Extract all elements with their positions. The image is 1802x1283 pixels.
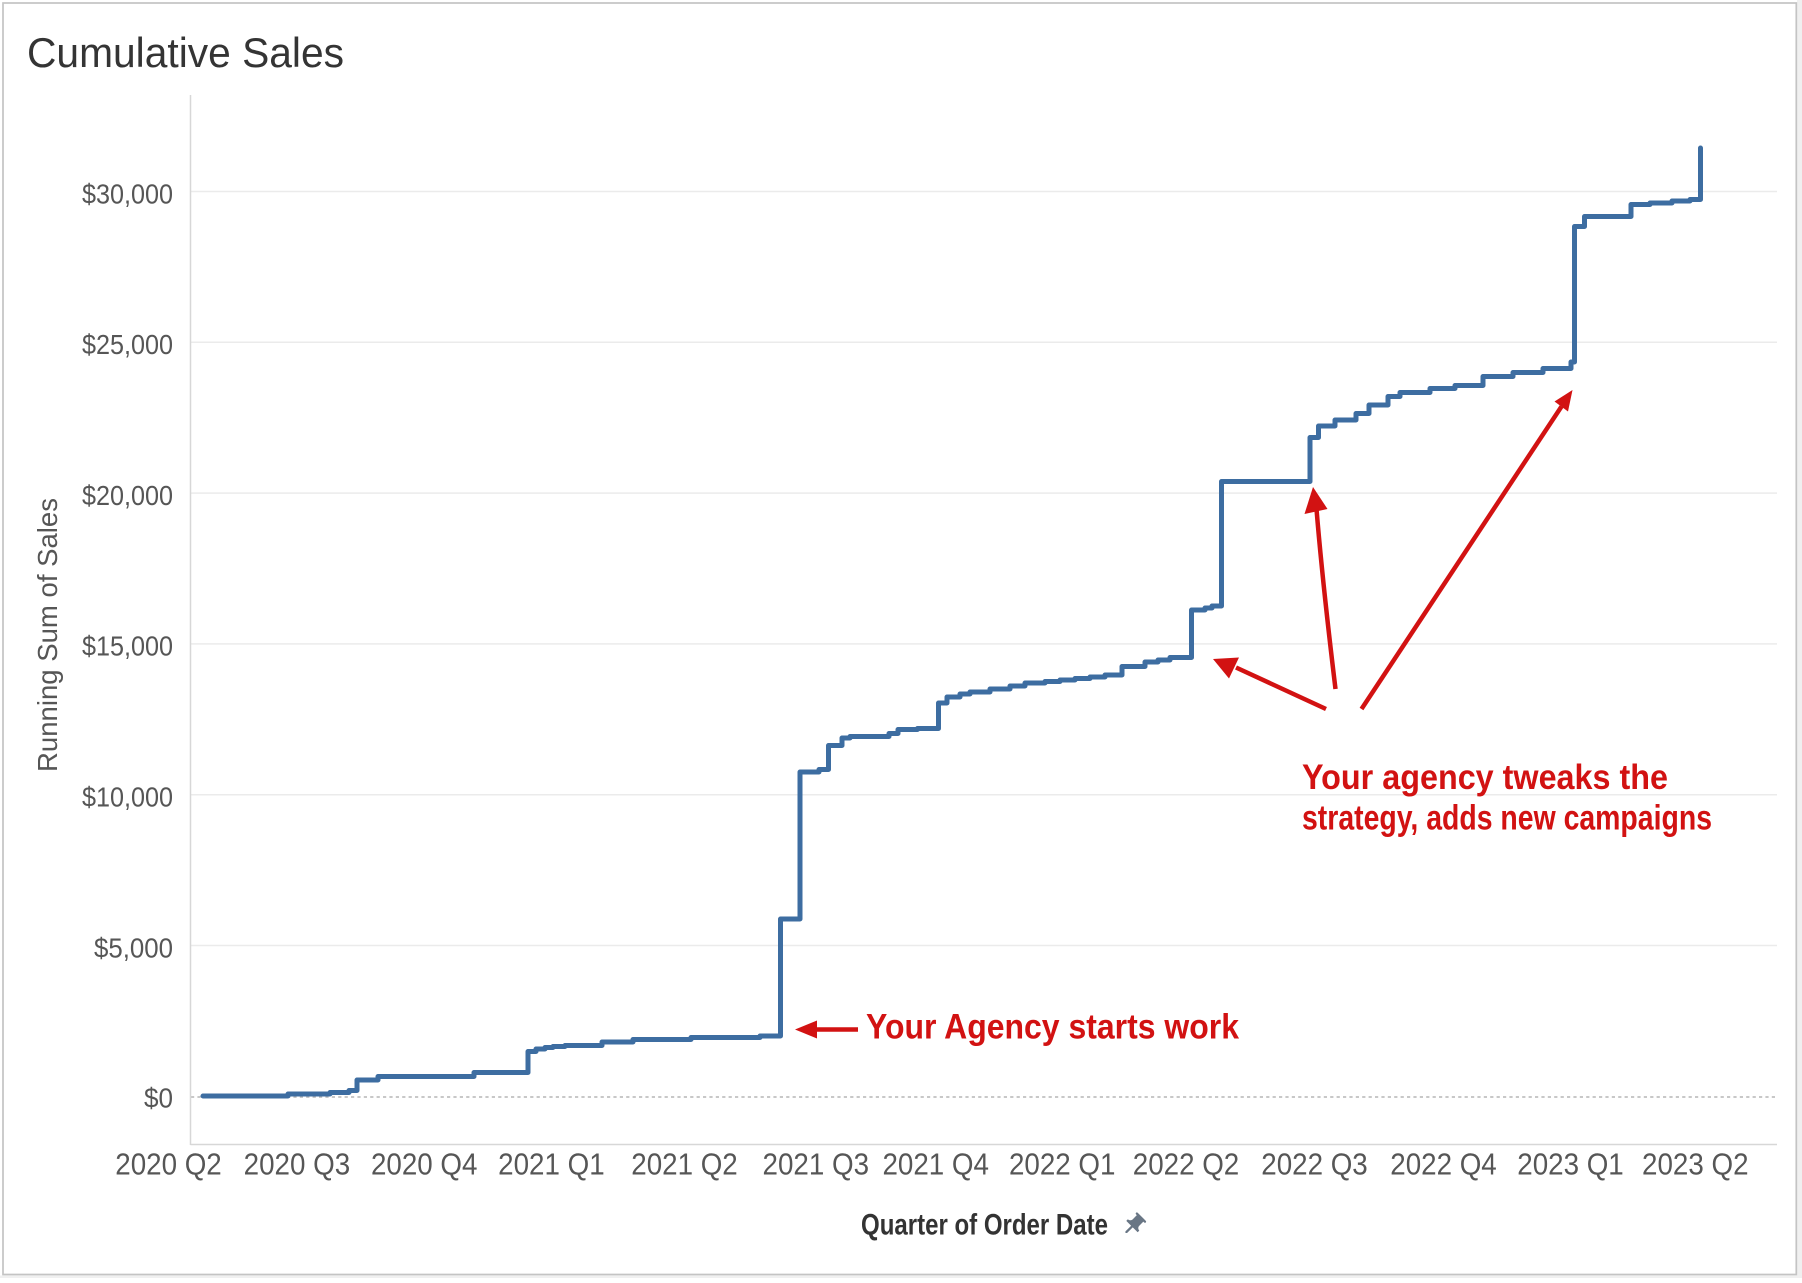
svg-text:2020 Q2: 2020 Q2 bbox=[115, 1148, 222, 1182]
svg-text:2021 Q4: 2021 Q4 bbox=[882, 1148, 989, 1182]
svg-text:2022 Q2: 2022 Q2 bbox=[1133, 1148, 1240, 1182]
svg-text:Your Agency starts work: Your Agency starts work bbox=[866, 1008, 1239, 1047]
svg-text:Running Sum of Sales: Running Sum of Sales bbox=[32, 498, 63, 772]
svg-text:2021 Q2: 2021 Q2 bbox=[631, 1148, 738, 1182]
svg-text:2022 Q3: 2022 Q3 bbox=[1261, 1148, 1368, 1182]
svg-text:2021 Q3: 2021 Q3 bbox=[763, 1148, 870, 1182]
svg-text:2020 Q4: 2020 Q4 bbox=[371, 1148, 478, 1182]
svg-text:Quarter of Order Date: Quarter of Order Date bbox=[861, 1209, 1108, 1242]
svg-text:2022 Q1: 2022 Q1 bbox=[1009, 1148, 1116, 1182]
svg-text:2020 Q3: 2020 Q3 bbox=[244, 1148, 351, 1182]
svg-text:$20,000: $20,000 bbox=[82, 479, 173, 511]
svg-text:2022 Q4: 2022 Q4 bbox=[1390, 1148, 1497, 1182]
svg-text:Cumulative Sales: Cumulative Sales bbox=[27, 29, 344, 76]
svg-text:$25,000: $25,000 bbox=[82, 328, 173, 360]
svg-text:$15,000: $15,000 bbox=[82, 630, 173, 662]
svg-text:Your agency tweaks the: Your agency tweaks the bbox=[1302, 758, 1668, 797]
svg-text:$0: $0 bbox=[144, 1082, 173, 1114]
svg-text:$10,000: $10,000 bbox=[82, 781, 173, 813]
svg-text:2023 Q2: 2023 Q2 bbox=[1642, 1148, 1749, 1182]
svg-text:strategy, adds new campaigns: strategy, adds new campaigns bbox=[1302, 799, 1712, 838]
svg-text:$5,000: $5,000 bbox=[94, 931, 173, 963]
svg-text:$30,000: $30,000 bbox=[82, 177, 173, 209]
svg-text:2021 Q1: 2021 Q1 bbox=[498, 1148, 605, 1182]
svg-text:2023 Q1: 2023 Q1 bbox=[1517, 1148, 1624, 1182]
